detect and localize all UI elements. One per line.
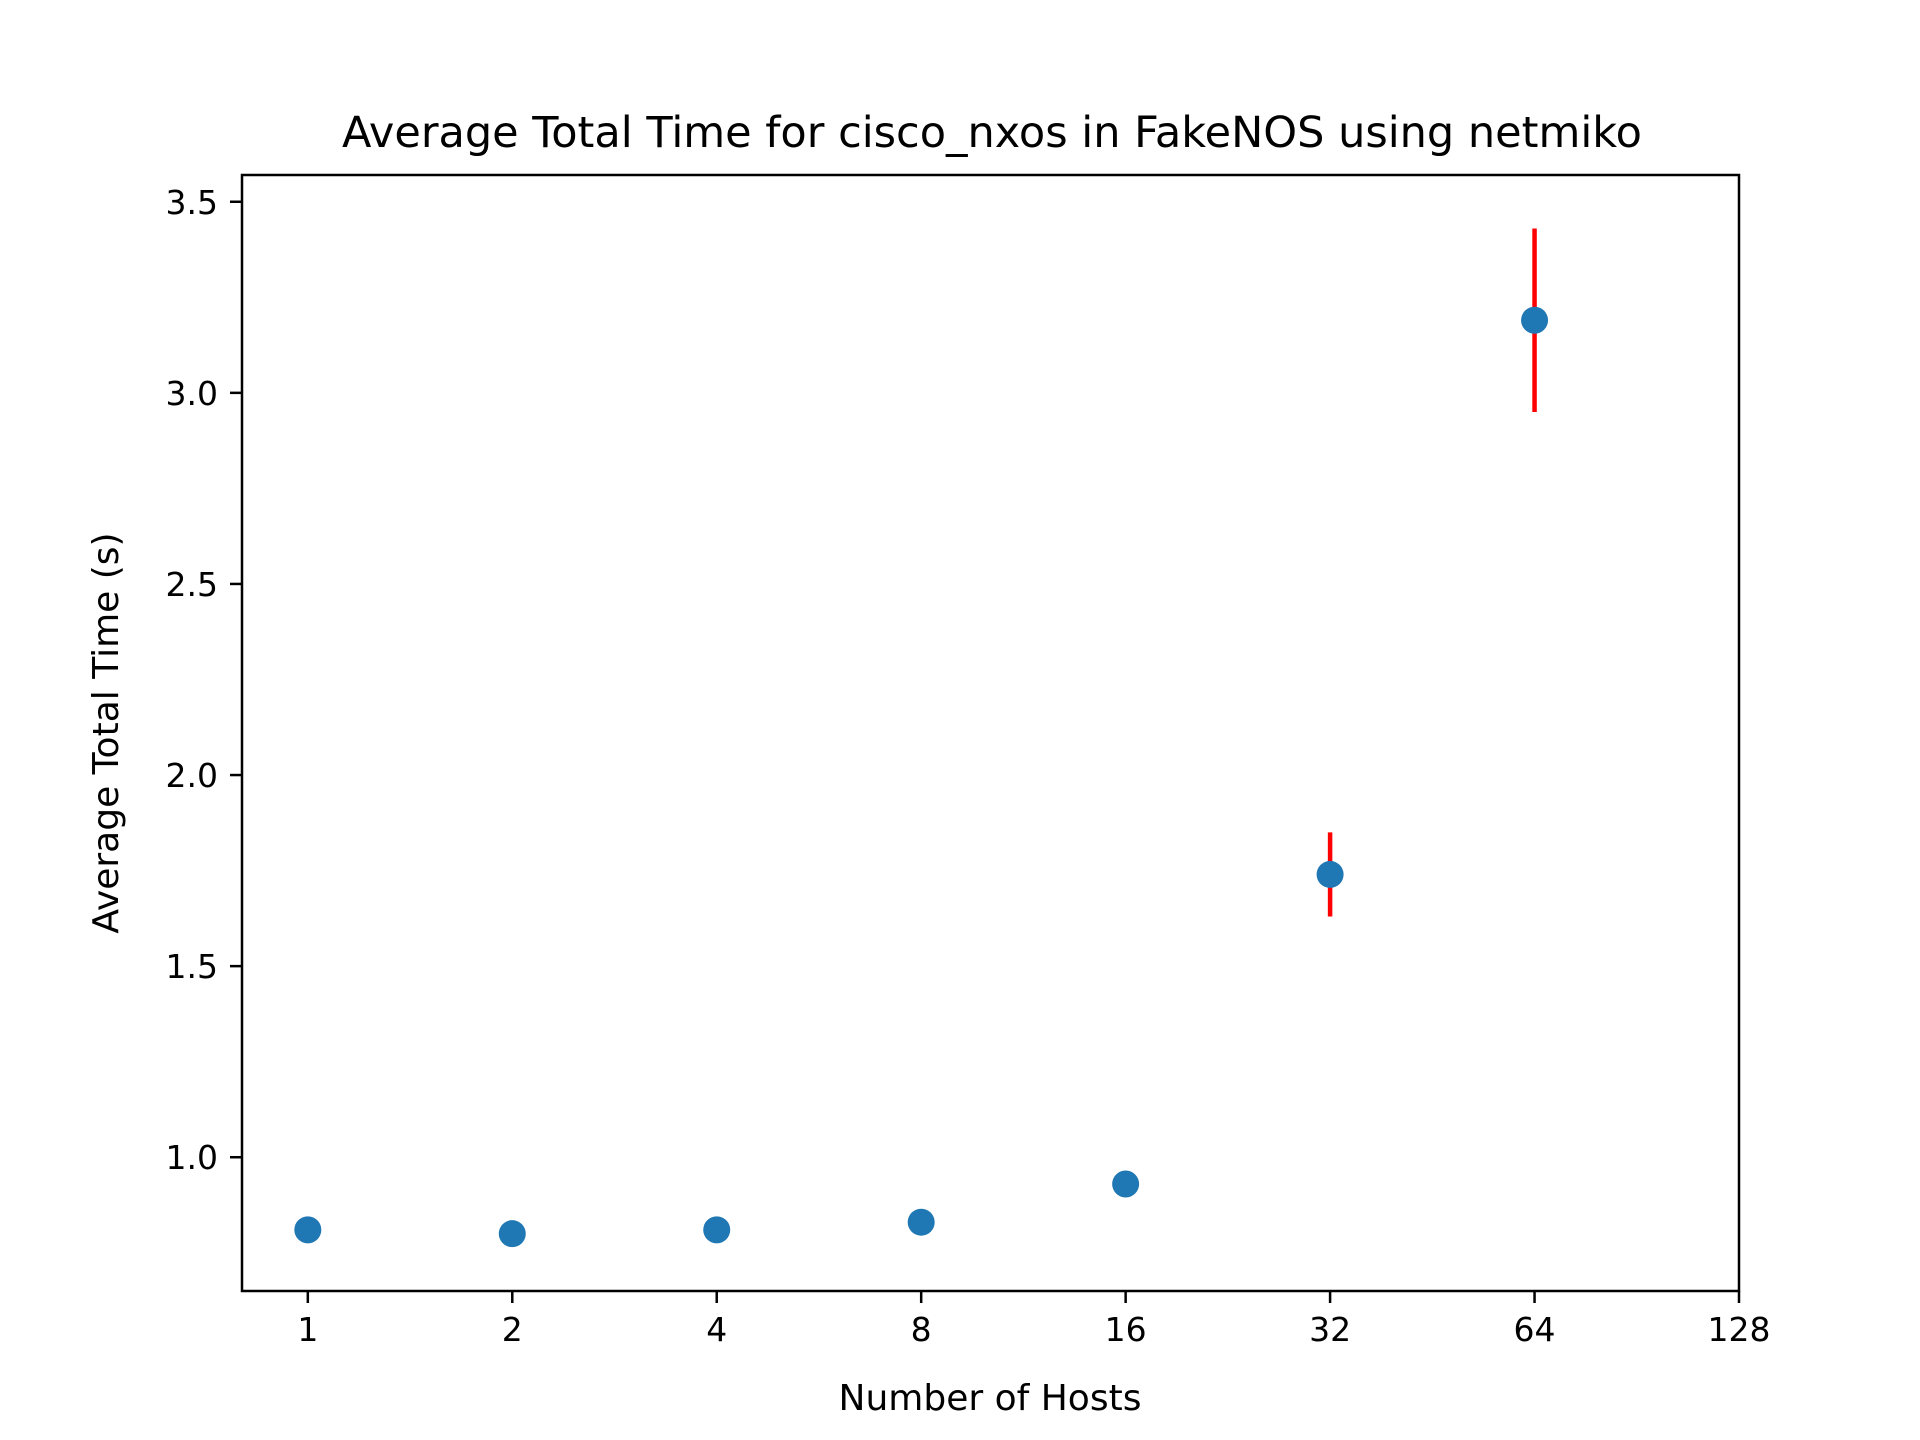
data-point: [1316, 860, 1344, 888]
y-tick-label: 2.5: [166, 565, 218, 604]
x-tick-label: 16: [1105, 1310, 1147, 1349]
x-axis: 1 2 4 8 16 32 64 128: [297, 1291, 1771, 1349]
plot-layer: [294, 228, 1549, 1248]
y-axis: 1.0 1.5 2.0 2.5 3.0 3.5: [166, 183, 242, 1177]
data-point: [907, 1208, 935, 1236]
y-tick-label: 2.0: [166, 756, 218, 795]
x-tick-label: 4: [706, 1310, 727, 1349]
x-tick-label: 64: [1514, 1310, 1556, 1349]
data-point: [1521, 306, 1549, 334]
y-tick-label: 1.5: [166, 947, 218, 986]
x-tick-label: 2: [502, 1310, 523, 1349]
x-tick-label: 32: [1309, 1310, 1351, 1349]
data-point: [703, 1216, 731, 1244]
y-tick-label: 3.5: [166, 183, 218, 222]
x-tick-label: 1: [297, 1310, 318, 1349]
y-axis-title: Average Total Time (s): [86, 532, 127, 933]
x-tick-label: 128: [1708, 1310, 1771, 1349]
y-tick-label: 1.0: [166, 1138, 218, 1177]
data-point: [294, 1216, 322, 1244]
data-point: [498, 1220, 526, 1248]
x-axis-title: Number of Hosts: [839, 1378, 1142, 1419]
y-tick-label: 3.0: [166, 374, 218, 413]
chart-title: Average Total Time for cisco_nxos in Fak…: [342, 108, 1642, 158]
plot-frame: [240, 173, 1741, 1293]
data-point: [1112, 1170, 1140, 1198]
x-tick-label: 8: [911, 1310, 932, 1349]
